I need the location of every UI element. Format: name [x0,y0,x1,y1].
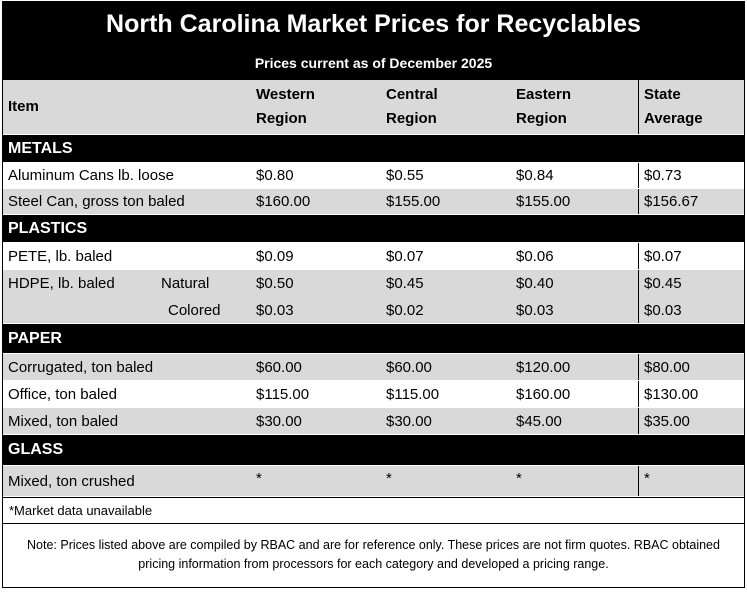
western-cell: $30.00 [256,412,302,430]
section-plastics: PLASTICS [3,215,744,243]
asterisk: * [256,470,262,487]
eastern-cell: $0.84 [516,167,554,184]
state-cell: $0.03 [638,297,744,323]
western-cell: $160.00 [256,193,311,210]
eastern-cell: $45.00 [516,412,562,430]
central-cell: $60.00 [386,358,432,376]
table-row: Steel Can, gross ton baled $160.00 $155.… [3,189,744,215]
eastern-cell: $0.40 [516,275,554,292]
table-subtitle: Prices current as of December 2025 [3,46,744,80]
section-label: PLASTICS [8,219,88,237]
central-cell: $30.00 [386,412,432,430]
header-item: Item [8,98,39,115]
table-row: Colored $0.03 $0.02 $0.03 $0.03 [3,297,744,324]
table-row: Corrugated, ton baled $60.00 $60.00 $120… [3,354,744,381]
header-state-line2: Average [644,110,703,127]
item-sublabel: Natural [161,275,210,292]
header-state: State Average [638,80,744,134]
item-cell: PETE, lb. baled [8,247,113,265]
state-cell: $0.73 [638,163,744,188]
header-western-line1: Western [256,86,315,103]
item-sublabel: Colored [168,301,221,319]
central-cell: $0.45 [386,275,424,292]
footnote: *Market data unavailable [3,497,744,524]
western-cell: $0.09 [256,247,294,265]
asterisk: * [386,470,392,487]
state-cell: $35.00 [638,408,744,434]
header-eastern: Eastern Region [511,80,638,134]
eastern-cell: $120.00 [516,358,571,376]
central-cell: $0.07 [386,247,424,265]
table-row: Mixed, ton baled $30.00 $30.00 $45.00 $3… [3,408,744,435]
western-cell: $0.50 [256,275,294,292]
item-cell: Aluminum Cans lb. loose [8,167,174,184]
item-cell: Mixed, ton crushed [8,472,135,490]
column-header-row: Item Western Region Central Region Eastern… [3,80,744,135]
header-state-line1: State [644,86,681,103]
eastern-cell: * [511,466,638,496]
table-row: Mixed, ton crushed * * * * [3,466,744,497]
western-cell: $60.00 [256,358,302,376]
asterisk: * [644,470,650,487]
item-cell: Mixed, ton baled [8,412,119,430]
table-row: PETE, lb. baled $0.09 $0.07 $0.06 $0.07 [3,243,744,270]
header-western: Western Region [251,80,381,134]
item-cell: Colored [3,297,251,323]
header-eastern-line1: Eastern [516,86,572,103]
item-cell: HDPE, lb. baled Natural [3,270,251,297]
item-label: HDPE, lb. baled [8,275,115,292]
section-label: GLASS [8,441,64,458]
item-cell: Corrugated, ton baled [8,358,154,376]
state-cell: $156.67 [638,189,744,214]
section-glass: GLASS [3,435,744,466]
eastern-cell: $160.00 [516,385,571,403]
section-metals: METALS [3,135,744,163]
central-cell: $0.55 [386,167,424,184]
header-western-line2: Region [256,110,307,127]
section-paper: PAPER [3,324,744,354]
eastern-cell: $0.03 [516,301,554,319]
state-cell: $0.07 [638,243,744,269]
central-cell: * [381,466,511,496]
state-cell: $80.00 [638,354,744,380]
header-eastern-line2: Region [516,110,567,127]
section-label: PAPER [8,329,62,347]
table-row: HDPE, lb. baled Natural $0.50 $0.45 $0.4… [3,270,744,297]
header-central-line2: Region [386,110,437,127]
western-cell: $115.00 [256,385,310,403]
table-row: Aluminum Cans lb. loose $0.80 $0.55 $0.8… [3,163,744,189]
table-title: North Carolina Market Prices for Recycla… [3,2,744,46]
item-cell: Office, ton baled [8,385,117,403]
central-cell: $115.00 [386,385,440,403]
section-label: METALS [8,139,73,157]
eastern-cell: $0.06 [516,247,554,265]
central-cell: $0.02 [386,301,424,319]
western-cell: $0.03 [256,301,294,319]
state-cell: * [638,466,744,496]
eastern-cell: $155.00 [516,193,571,210]
central-cell: $155.00 [386,193,441,210]
state-cell: $0.45 [638,270,744,297]
western-cell: * [251,466,381,496]
header-central-line1: Central [386,86,438,103]
state-cell: $130.00 [638,381,744,407]
asterisk: * [516,470,522,487]
table-row: Office, ton baled $115.00 $115.00 $160.0… [3,381,744,408]
western-cell: $0.80 [256,167,294,184]
disclaimer-note: Note: Prices listed above are compiled b… [27,538,720,571]
header-central: Central Region [381,80,511,134]
item-cell: Steel Can, gross ton baled [8,193,185,210]
